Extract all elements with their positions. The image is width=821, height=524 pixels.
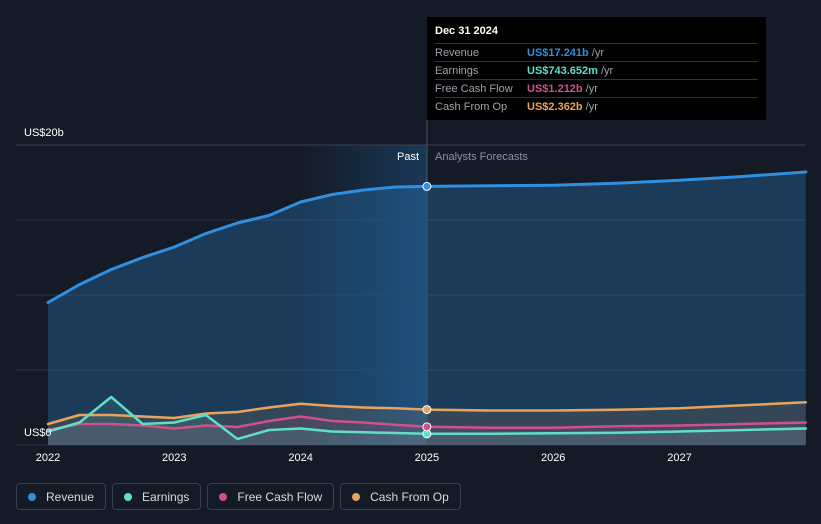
tooltip-row-value: US$1.212b — [527, 82, 583, 95]
legend-dot-icon — [219, 492, 228, 501]
series-line-earnings — [46, 395, 808, 441]
y-axis-bottom-label: US$0 — [24, 427, 52, 439]
marker-revenue[interactable] — [422, 181, 432, 191]
legend-item-free-cash-flow[interactable]: Free Cash Flow — [207, 483, 335, 510]
x-axis-ticks: 2022 2023 2024 2025 2026 2027 — [36, 452, 692, 464]
tooltip-row-value: US$17.241b — [527, 46, 589, 59]
tooltip-row-value: US$2.362b — [527, 100, 583, 113]
legend-label: Revenue — [46, 489, 95, 504]
tooltip-row-label: Revenue — [435, 46, 480, 59]
series-line-free-cash-flow — [46, 415, 808, 432]
tooltip-row-unit: /yr — [585, 100, 598, 113]
tooltip-row-unit: /yr — [600, 64, 614, 77]
legend-label: Earnings — [142, 489, 190, 504]
tooltip-row-revenue: Revenue US$17.241b /yr — [435, 43, 758, 61]
legend-dot-icon — [352, 492, 361, 501]
x-tick-label: 2023 — [162, 452, 186, 464]
legend-dot-icon — [28, 492, 36, 501]
x-tick-label: 2026 — [541, 452, 565, 464]
tooltip-row-label: Earnings — [435, 64, 479, 77]
tooltip-row-free-cash-flow: Free Cash Flow US$1.212b /yr — [435, 79, 758, 97]
legend-label: Cash From Op — [370, 489, 449, 504]
series-line-cash-from-op — [46, 401, 808, 426]
x-tick-label: 2025 — [415, 452, 439, 464]
x-tick-label: 2027 — [667, 452, 691, 464]
grid-lines — [16, 144, 805, 446]
legend-item-revenue[interactable]: Revenue — [16, 483, 107, 510]
tooltip-row-label: Free Cash Flow — [435, 82, 513, 95]
tooltip-row-value: US$743.652m — [527, 64, 598, 77]
tooltip-row-unit: /yr — [591, 46, 604, 59]
tooltip-row-cash-from-op: Cash From Op US$2.362b /yr — [435, 97, 758, 115]
series-line-revenue — [46, 170, 808, 304]
legend-dot-icon — [124, 492, 133, 501]
legend-label: Free Cash Flow — [237, 489, 323, 504]
tooltip-row-unit: /yr — [585, 82, 598, 95]
marker-cash-from-op[interactable] — [422, 405, 432, 415]
chart-legend: Revenue Earnings Free Cash Flow Cash Fro… — [16, 483, 461, 510]
series-lines — [46, 170, 808, 441]
y-axis-top-label: US$20b — [24, 127, 64, 139]
legend-item-cash-from-op[interactable]: Cash From Op — [340, 483, 461, 510]
tooltip-date: Dec 31 2024 — [435, 25, 498, 37]
x-tick-label: 2022 — [36, 452, 60, 464]
marker-free-cash-flow[interactable] — [422, 422, 432, 432]
legend-item-earnings[interactable]: Earnings — [112, 483, 202, 510]
series-markers[interactable] — [422, 181, 432, 439]
tooltip-row-earnings: Earnings US$743.652m /yr — [435, 61, 758, 79]
forecast-label: Analysts Forecasts — [435, 151, 528, 163]
data-tooltip: Dec 31 2024 Revenue US$17.241b /yr Earni… — [427, 17, 766, 120]
x-tick-label: 2024 — [288, 452, 312, 464]
past-label: Past — [397, 151, 419, 163]
tooltip-row-label: Cash From Op — [435, 100, 508, 113]
